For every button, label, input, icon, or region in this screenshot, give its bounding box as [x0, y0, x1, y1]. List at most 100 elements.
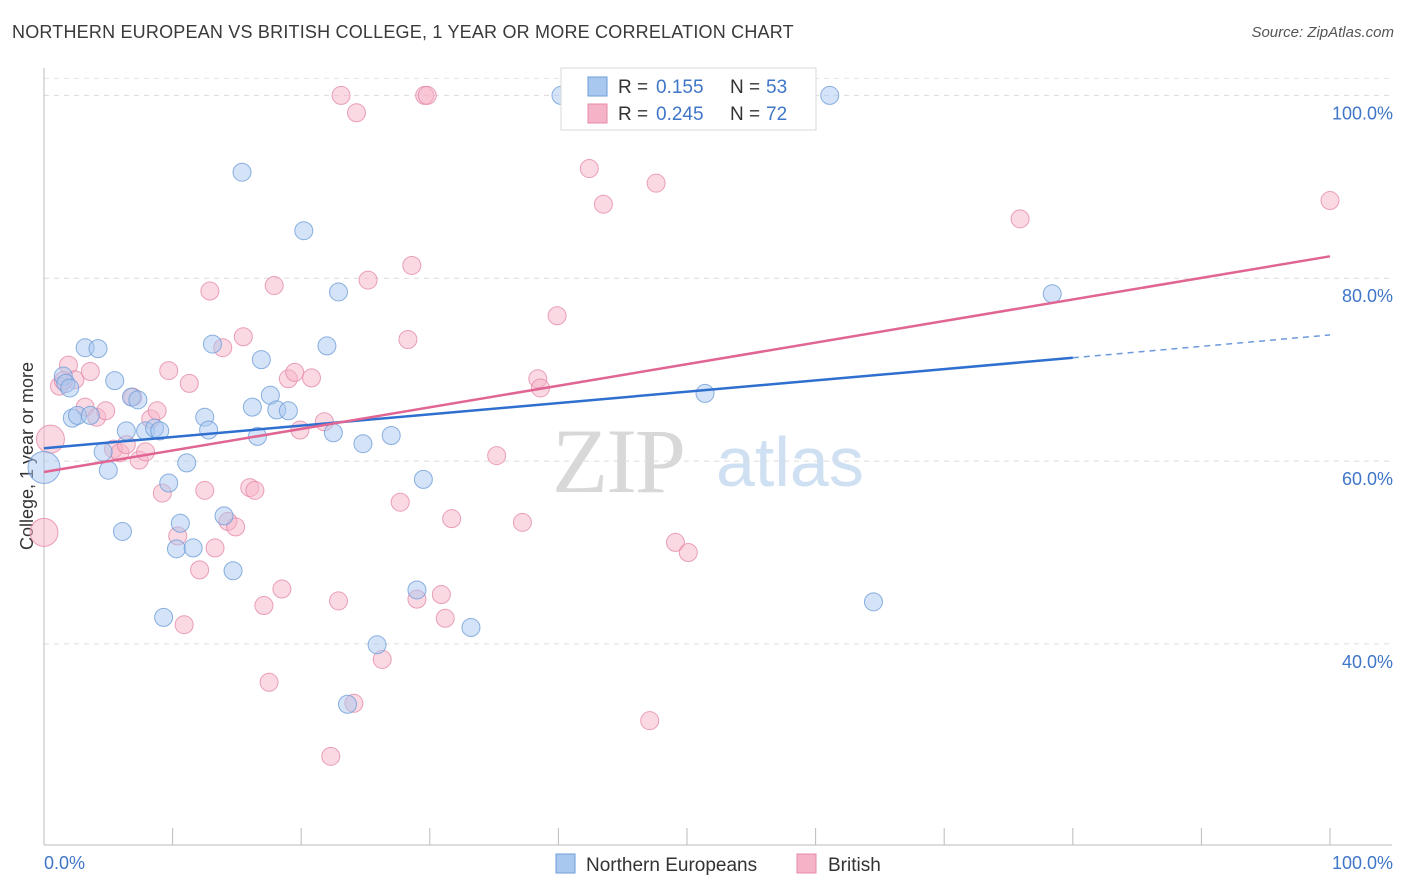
northern-europeans-point-14	[128, 390, 148, 410]
british-point-69	[1010, 209, 1030, 229]
british-point-42	[328, 591, 348, 611]
y-tick-labels: 40.0% 60.0% 80.0% 100.0%	[1332, 103, 1393, 671]
x-tick-label-max: 100.0%	[1332, 853, 1393, 873]
bottom-legend: Northern Europeans British	[555, 853, 881, 876]
northern-europeans-point-22	[177, 453, 197, 473]
northern-europeans-points	[27, 85, 1062, 714]
y-tick-label-40: 40.0%	[1342, 652, 1393, 672]
british-point-1	[29, 517, 59, 547]
legend-n-value-1: 53	[766, 77, 787, 98]
northern-europeans-point-12	[116, 421, 136, 441]
northern-europeans-point-8	[93, 442, 113, 462]
british-point-64	[640, 711, 660, 731]
british-point-55	[435, 608, 455, 628]
legend-n-value-2: 72	[766, 104, 787, 125]
northern-europeans-point-41	[353, 434, 373, 454]
british-point-20	[174, 615, 194, 635]
bottom-legend-british: British	[828, 855, 881, 876]
northern-europeans-point-37	[317, 336, 337, 356]
british-point-41	[321, 746, 341, 766]
british-point-63	[593, 194, 613, 214]
trend-lines	[43, 255, 1331, 474]
british-point-56	[442, 509, 462, 529]
northern-europeans-point-43	[381, 425, 401, 445]
british-point-28	[226, 517, 246, 537]
y-tick-label-60: 60.0%	[1342, 469, 1393, 489]
british-point-66	[665, 532, 685, 552]
british-point-58	[512, 512, 532, 532]
british-point-43	[331, 85, 351, 105]
british-point-16	[147, 401, 167, 421]
northern-europeans-point-28	[223, 561, 243, 581]
grid-lines	[44, 77, 1392, 645]
british-point-45	[346, 103, 366, 123]
british-point-39	[301, 368, 321, 388]
trend-line-northern-europeans-extrapolated	[1072, 334, 1331, 359]
legend-r-value-2: 0.245	[656, 104, 704, 125]
northern-europeans-point-38	[323, 423, 343, 443]
british-point-24	[200, 281, 220, 301]
british-point-32	[254, 596, 274, 616]
british-point-53	[417, 85, 437, 105]
y-tick-label-100: 100.0%	[1332, 103, 1393, 123]
british-point-49	[398, 329, 418, 349]
british-point-22	[190, 560, 210, 580]
british-point-6	[80, 361, 100, 381]
y-axis-label: College, 1 year or more	[17, 362, 37, 550]
legend-r-value-1: 0.155	[656, 77, 704, 98]
northern-europeans-point-18	[154, 607, 174, 627]
british-point-14	[136, 442, 156, 462]
x-tick-label-min: 0.0%	[44, 853, 85, 873]
bottom-legend-swatch-northern-europeans	[555, 853, 576, 874]
british-point-37	[285, 362, 305, 382]
british-point-65	[646, 173, 666, 193]
northern-europeans-point-25	[199, 420, 219, 440]
northern-europeans-point-45	[413, 469, 433, 489]
northern-europeans-point-29	[232, 162, 252, 182]
northern-europeans-point-50	[863, 592, 883, 612]
british-point-48	[390, 492, 410, 512]
british-point-46	[358, 270, 378, 290]
northern-europeans-point-11	[112, 521, 132, 541]
northern-europeans-point-42	[367, 635, 387, 655]
chart-title: NORTHERN EUROPEAN VS BRITISH COLLEGE, 1 …	[12, 22, 794, 42]
northern-europeans-point-6	[80, 405, 100, 425]
northern-europeans-point-27	[214, 506, 234, 526]
northern-europeans-point-17	[150, 421, 170, 441]
northern-europeans-point-9	[98, 460, 118, 480]
northern-europeans-point-40	[337, 694, 357, 714]
northern-europeans-point-39	[328, 282, 348, 302]
northern-europeans-point-35	[278, 401, 298, 421]
northern-europeans-point-52	[60, 378, 80, 398]
trend-line-northern-europeans	[43, 356, 1073, 450]
northern-europeans-point-0	[27, 450, 61, 484]
northern-europeans-point-7	[88, 339, 108, 359]
british-point-29	[233, 327, 253, 347]
x-ticks	[172, 828, 1331, 845]
british-point-18	[159, 361, 179, 381]
northern-europeans-point-26	[202, 334, 222, 354]
british-point-67	[678, 542, 698, 562]
stats-legend: R = 0.155 N = 53 R = 0.245 N = 72	[560, 67, 817, 131]
british-point-34	[264, 276, 284, 296]
northern-europeans-point-32	[251, 350, 271, 370]
british-point-21	[179, 373, 199, 393]
british-points	[29, 85, 1340, 766]
northern-europeans-point-46	[461, 617, 481, 637]
bottom-legend-swatch-british	[796, 853, 817, 874]
legend-r-label-2: R =	[618, 104, 648, 125]
british-point-62	[579, 159, 599, 179]
legend-n-label-2: N =	[730, 104, 760, 125]
northern-europeans-point-51	[1042, 284, 1062, 304]
source-label: Source: ZipAtlas.com	[1251, 24, 1394, 41]
british-point-50	[402, 255, 422, 275]
y-tick-label-80: 80.0%	[1342, 286, 1393, 306]
northern-europeans-point-23	[183, 538, 203, 558]
british-point-33	[259, 672, 279, 692]
british-point-70	[1320, 191, 1340, 211]
british-point-54	[431, 585, 451, 605]
northern-europeans-point-30	[242, 397, 262, 417]
northern-europeans-point-21	[170, 513, 190, 533]
watermark-atlas: atlas	[716, 423, 864, 501]
